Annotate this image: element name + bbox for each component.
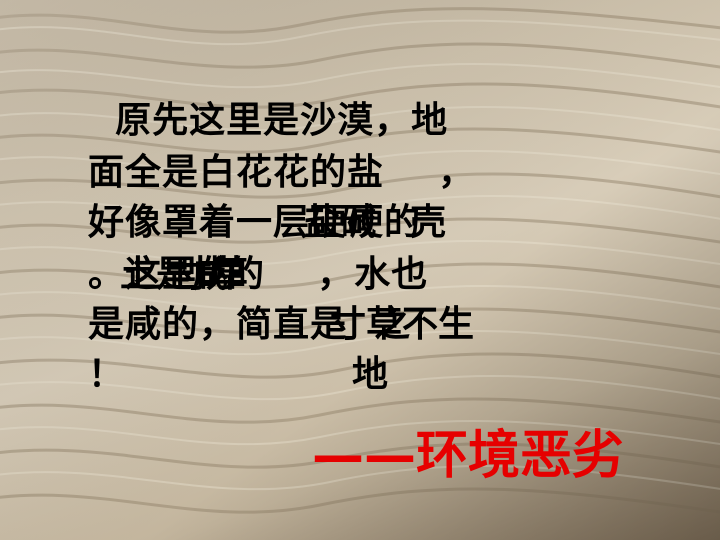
- overlap-word-saline: 盐碱: [304, 202, 377, 243]
- body-text-line-1: 原先这里是沙漠，地: [88, 100, 449, 141]
- overlap-word-salty-soil: 土是咸的: [120, 254, 265, 295]
- body-text-line-4: 。这里的 ，水也: [88, 254, 429, 295]
- overlap-word-shell: 壳: [410, 202, 447, 243]
- body-text-line-6: ！: [88, 354, 126, 395]
- body-text-line-5: 是咸的，简直是 之: [88, 304, 412, 345]
- overlap-word-barren: 寸草不生: [330, 304, 475, 345]
- conclusion-text: ——环境恶劣: [312, 426, 625, 486]
- body-text-line-2: 面全是白花花的盐 ，: [88, 152, 476, 193]
- overlap-word-land: 地: [352, 354, 389, 395]
- overlap-word-grass: 寸草: [176, 254, 249, 295]
- body-text-line-3: 好像罩着一层硬硬的: [88, 202, 422, 243]
